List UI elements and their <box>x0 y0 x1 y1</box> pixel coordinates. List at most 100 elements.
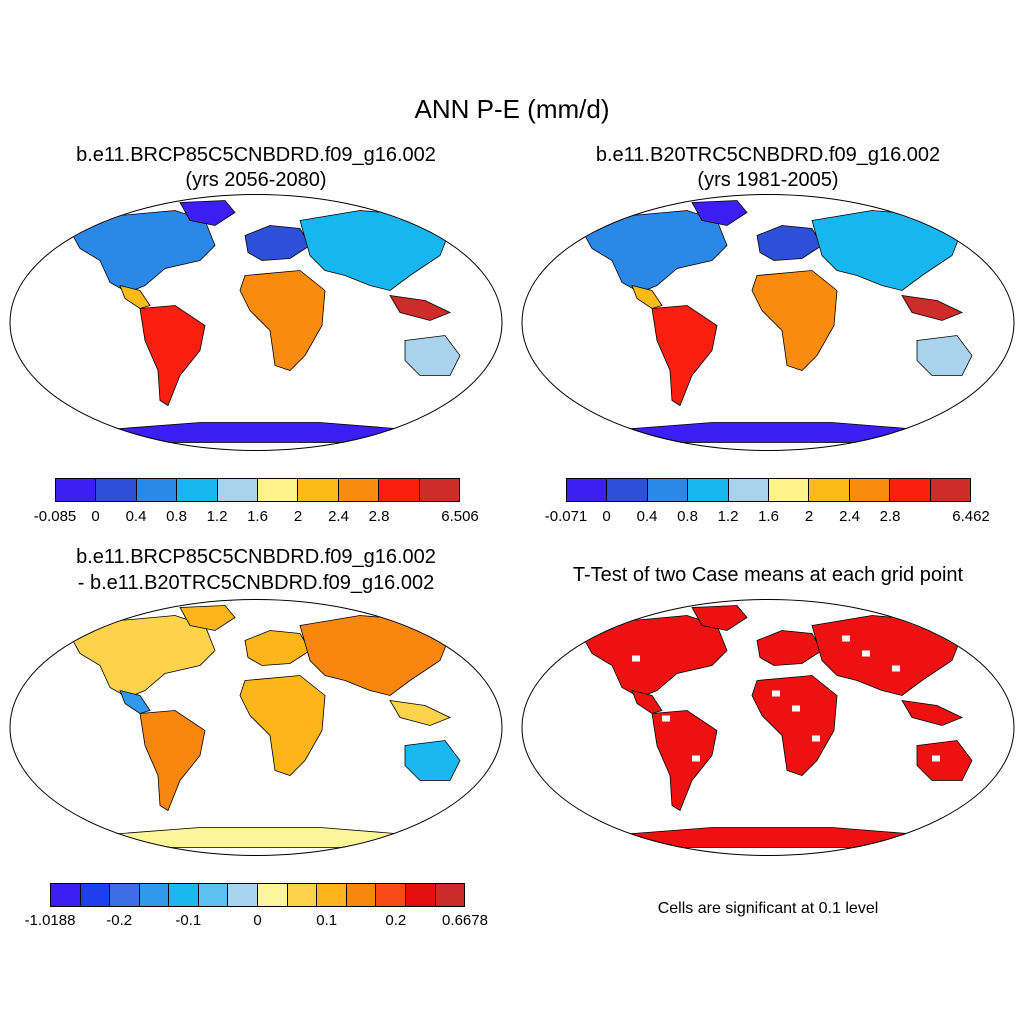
figure-title: ANN P-E (mm/d) <box>414 94 610 124</box>
colorbar-swatch <box>379 479 420 501</box>
panel-1-title-line2: (yrs 2056-2080) <box>185 169 327 191</box>
non-significant-cell <box>772 690 780 697</box>
continent-africa <box>751 270 838 371</box>
non-significant-cell <box>812 735 820 742</box>
continent-maritime-asia <box>901 294 963 321</box>
colorbar-tick-label: 0.2 <box>385 912 407 929</box>
map-frame <box>9 599 503 856</box>
colorbar-tick-label: 2.4 <box>839 508 860 525</box>
colorbar-swatch <box>317 884 347 906</box>
continent-europe <box>244 225 311 261</box>
colorbar-swatch <box>80 884 111 906</box>
colorbar-swatch <box>769 479 810 501</box>
non-significant-cell <box>662 715 670 722</box>
colorbar-swatch <box>258 884 288 906</box>
colorbar-tick-label: 0.8 <box>166 508 187 525</box>
colorbar-tick-label: 0.6678 <box>442 912 488 929</box>
colorbar-tick-label: 0.4 <box>125 508 147 525</box>
colorbar-swatch <box>169 884 199 906</box>
panel-2-title-line1: b.e11.B20TRC5CNBDRD.f09_g16.002 <box>595 144 941 166</box>
colorbar-tick-label: 0 <box>602 508 611 525</box>
colorbar-swatch <box>198 884 229 906</box>
panel-1-title-line1: b.e11.BRCP85C5CNBDRD.f09_g16.002 <box>76 144 436 166</box>
continent-greenland <box>179 605 236 631</box>
continent-maritime-asia <box>389 294 451 321</box>
continent-antarctica <box>605 422 934 443</box>
colorbar-tick-label: -0.2 <box>106 912 133 929</box>
colorbar-swatch <box>51 884 81 906</box>
continent-asia <box>299 615 451 696</box>
colorbar-tick-label: -0.1 <box>175 912 202 929</box>
colorbar-swatch <box>890 479 931 501</box>
colorbar-swatch <box>419 479 460 501</box>
continent-south-america <box>139 305 206 407</box>
colorbar-swatch <box>809 479 850 501</box>
continent-central-america <box>119 284 151 309</box>
panel-4-map <box>521 599 1015 856</box>
colorbar-tick-label: -0.071 <box>544 508 588 525</box>
colorbar-tick-label: 2.8 <box>368 508 390 525</box>
colorbar-tick-label: 0.8 <box>677 508 698 525</box>
colorbar-swatch <box>849 479 891 501</box>
continent-asia <box>811 210 963 291</box>
colorbar-tick-label: 2.8 <box>879 508 901 525</box>
continent-australia <box>916 335 973 376</box>
colorbar-swatch <box>930 479 971 501</box>
continent-asia <box>811 615 963 696</box>
colorbar-swatch <box>376 884 406 906</box>
continent-central-america <box>631 284 663 309</box>
colorbar-tick-label: 0 <box>91 508 100 525</box>
panel-2-map <box>521 194 1015 451</box>
panel-1-map <box>9 194 503 451</box>
continent-antarctica <box>605 827 934 848</box>
non-significant-cell <box>632 655 640 662</box>
colorbar-swatch <box>96 479 137 501</box>
colorbar-swatch <box>56 479 97 501</box>
map-frame <box>521 194 1015 451</box>
colorbar-tick-label: 2.4 <box>328 508 349 525</box>
colorbar-tick-label: 0 <box>253 912 262 929</box>
colorbar-tick-label: -1.0188 <box>24 912 76 929</box>
colorbar-tick-label: 1.2 <box>717 508 739 525</box>
continent-africa <box>239 270 326 371</box>
colorbar-swatch <box>405 884 436 906</box>
continent-asia <box>299 210 451 291</box>
colorbar-swatch <box>607 479 648 501</box>
continent-africa <box>751 675 838 776</box>
colorbar-swatch <box>287 884 318 906</box>
continent-antarctica <box>93 422 422 443</box>
non-significant-cell <box>932 755 940 762</box>
colorbar-tick-label: 0.1 <box>316 912 338 929</box>
non-significant-cell <box>862 650 870 657</box>
continent-central-america <box>119 689 151 714</box>
continent-south-america <box>139 710 206 812</box>
panel-3-title-line2: - b.e11.B20TRC5CNBDRD.f09_g16.002 <box>77 572 435 594</box>
panel-1-colorbar <box>55 478 460 502</box>
continent-africa <box>239 675 326 776</box>
map-frame <box>9 194 503 451</box>
colorbar-swatch <box>298 479 339 501</box>
colorbar-swatch <box>177 479 218 501</box>
colorbar-tick-label: 6.506 <box>441 508 479 525</box>
non-significant-cell <box>842 635 850 642</box>
colorbar-tick-label: 2 <box>293 508 303 525</box>
colorbar-swatch <box>647 479 689 501</box>
continent-greenland <box>691 200 748 226</box>
colorbar-swatch <box>688 479 729 501</box>
colorbar-swatch <box>110 884 140 906</box>
continent-australia <box>916 740 973 781</box>
continent-north-america <box>581 210 728 293</box>
colorbar-swatch <box>139 884 170 906</box>
panel-3-map <box>9 599 503 856</box>
panel-1-colorbar-ticks: -0.085 0 0.4 0.8 1.2 1.6 2 2.4 2.8 6.506 <box>34 508 479 528</box>
colorbar-swatch <box>258 479 299 501</box>
colorbar-tick-label: 0.4 <box>636 508 658 525</box>
continent-maritime-asia <box>389 699 451 726</box>
panel-2-colorbar-ticks: -0.071 0 0.4 0.8 1.2 1.6 2 2.4 2.8 6.462 <box>545 508 990 528</box>
colorbar-tick-label: -0.085 <box>33 508 77 525</box>
continent-north-america <box>69 210 216 293</box>
significance-note: Cells are significant at 0.1 level <box>657 900 879 917</box>
non-significant-cell <box>792 705 800 712</box>
panel-2-colorbar <box>566 478 971 502</box>
panel-3-title-line1: b.e11.BRCP85C5CNBDRD.f09_g16.002 <box>76 546 436 568</box>
